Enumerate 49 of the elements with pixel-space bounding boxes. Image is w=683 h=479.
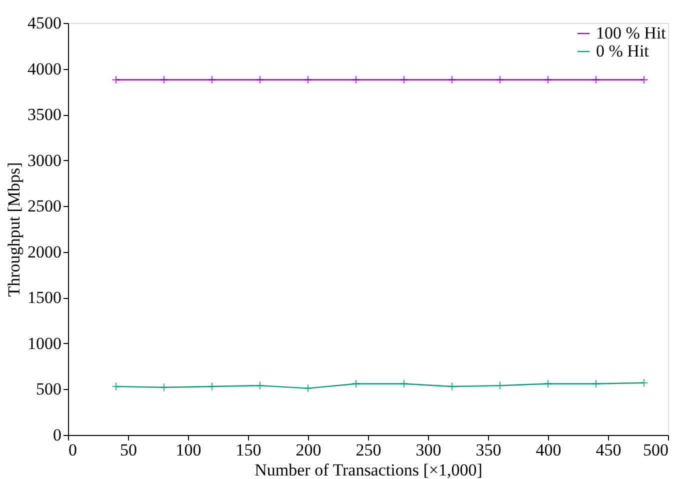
y-axis-title: Throughput [Mbps] xyxy=(4,162,24,297)
y-tick-label: 1000 xyxy=(28,334,62,353)
point xyxy=(256,75,264,84)
point xyxy=(352,75,360,84)
point xyxy=(592,379,600,388)
point xyxy=(640,378,648,388)
point xyxy=(640,75,648,84)
point xyxy=(544,379,552,388)
point xyxy=(112,382,120,391)
point xyxy=(592,75,600,84)
x-tick-label: 200 xyxy=(296,440,322,460)
x-axis-title: Number of Transactions [×1,000] xyxy=(254,460,482,479)
legend-label: 100 % Hit xyxy=(596,24,666,42)
point xyxy=(544,75,552,84)
x-tick-label: 0 xyxy=(68,440,77,460)
point xyxy=(352,379,360,388)
point xyxy=(256,381,264,390)
point xyxy=(160,75,168,84)
y-tick-label: 4000 xyxy=(28,59,62,78)
y-tick-label: 3000 xyxy=(28,150,62,170)
legend-label: 0 % Hit xyxy=(596,42,650,60)
point xyxy=(496,75,504,84)
y-tick-label: 2000 xyxy=(28,242,62,262)
x-tick-label: 100 xyxy=(176,440,202,460)
y-tick-label: 4500 xyxy=(28,14,62,32)
y-tick-label: 0 xyxy=(53,426,62,444)
x-tick-label: 450 xyxy=(596,440,622,460)
y-tick-label: 3500 xyxy=(28,105,62,124)
x-tick-label: 500 xyxy=(643,440,668,460)
x-tick-label: 50 xyxy=(120,440,137,460)
point xyxy=(304,75,312,84)
point xyxy=(160,382,168,392)
point xyxy=(400,75,408,84)
point xyxy=(400,379,408,388)
point xyxy=(208,382,216,391)
y-tick-label: 1500 xyxy=(28,288,62,308)
x-tick-label: 300 xyxy=(416,440,442,460)
y-tick-label: 2500 xyxy=(28,196,62,216)
point xyxy=(448,75,456,84)
x-tick-label: 350 xyxy=(476,440,502,460)
point xyxy=(208,75,216,84)
point xyxy=(496,381,504,390)
x-tick-label: 250 xyxy=(356,440,382,460)
point xyxy=(448,382,456,391)
x-tick-label: 400 xyxy=(536,440,562,460)
y-tick-label: 500 xyxy=(36,380,62,399)
point xyxy=(112,75,120,84)
x-tick-label: 150 xyxy=(236,440,262,460)
point xyxy=(304,384,312,393)
